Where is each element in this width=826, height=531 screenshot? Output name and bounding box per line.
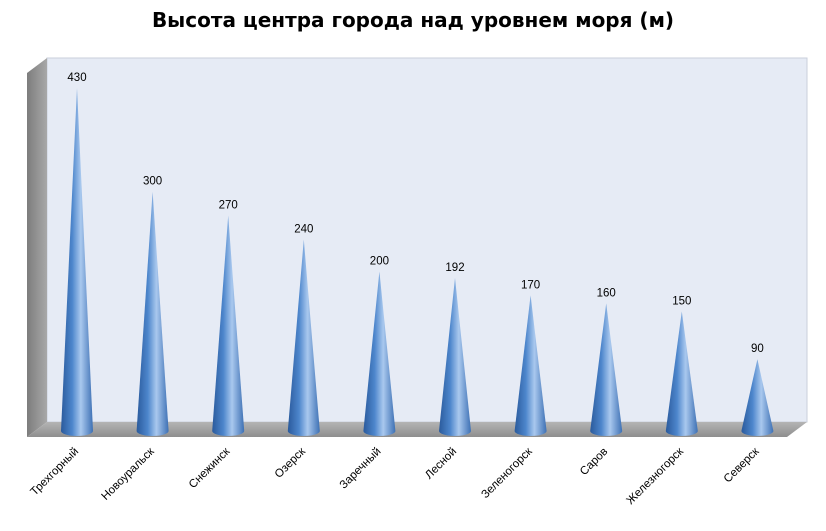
cone-bar xyxy=(61,88,93,436)
category-label: Железногорск xyxy=(624,445,686,507)
cone-body xyxy=(287,239,320,437)
value-label: 300 xyxy=(143,176,162,188)
cone-body xyxy=(741,359,774,437)
cone-body xyxy=(212,215,245,437)
category-label: Озерск xyxy=(273,445,309,481)
chart-title: Высота центра города над уровнем моря (м… xyxy=(151,8,675,32)
cone-bar xyxy=(212,215,245,437)
cone-body xyxy=(665,311,698,437)
value-label: 240 xyxy=(294,224,313,236)
value-label: 430 xyxy=(67,72,86,84)
cone-bar xyxy=(741,359,774,437)
category-label: Заречный xyxy=(338,446,384,492)
category-label: Зеленогорск xyxy=(479,445,535,501)
cone-bar xyxy=(514,295,547,437)
cone-body xyxy=(590,303,623,437)
plot-side-wall xyxy=(27,58,47,437)
cone-body xyxy=(363,271,396,437)
cone-bar xyxy=(665,311,698,437)
value-label: 160 xyxy=(597,287,616,299)
cone-body xyxy=(514,295,547,437)
cone-bar xyxy=(136,191,169,437)
category-label: Саров xyxy=(578,446,610,478)
cone-bar xyxy=(590,303,623,437)
cone-body xyxy=(136,191,169,437)
category-label: Северск xyxy=(722,445,762,485)
cone-bar xyxy=(363,271,396,437)
category-label: Трехгорный xyxy=(28,446,81,499)
cone-bar xyxy=(439,277,471,436)
category-label: Снежинск xyxy=(187,445,233,491)
value-label: 150 xyxy=(672,295,691,307)
category-label: Новоуральск xyxy=(100,445,158,503)
category-label: Лесной xyxy=(423,446,459,482)
value-label: 170 xyxy=(521,279,540,291)
cone-body xyxy=(61,88,93,436)
cone-bar xyxy=(287,239,320,437)
cone-body xyxy=(439,277,471,436)
value-label: 192 xyxy=(445,262,464,274)
value-label: 270 xyxy=(219,200,238,212)
value-label: 90 xyxy=(751,343,764,355)
value-label: 200 xyxy=(370,255,389,267)
